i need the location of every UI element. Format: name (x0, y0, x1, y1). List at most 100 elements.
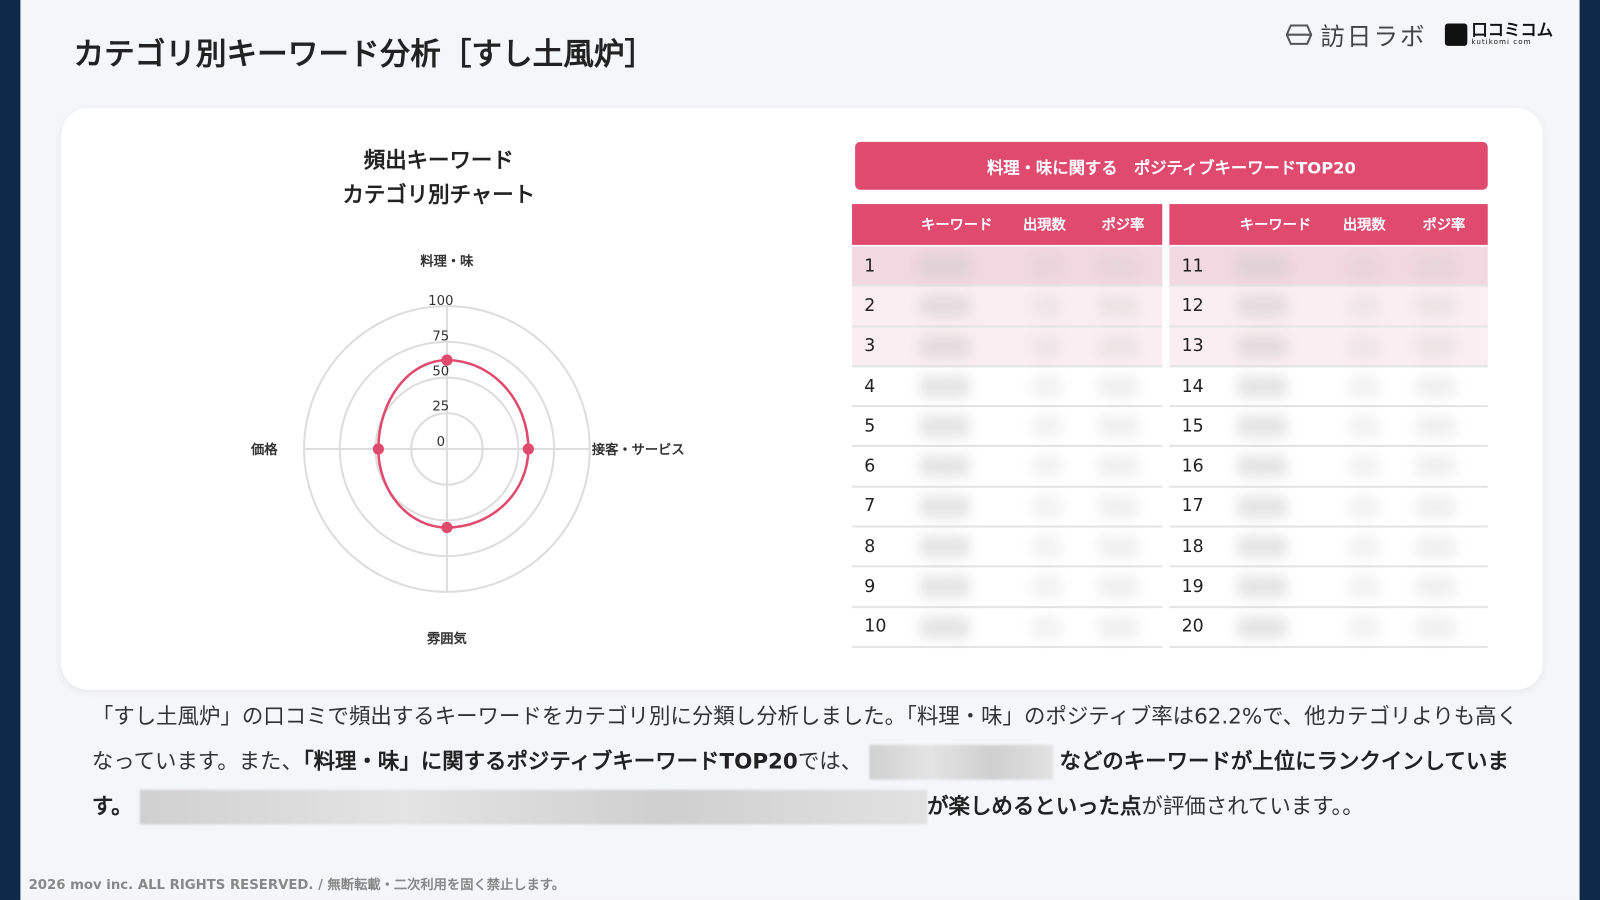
houni-lab-logo: 訪日ラボ (1285, 16, 1427, 52)
rank: 13 (1181, 335, 1204, 357)
table-row: 3 (852, 327, 1163, 368)
rank: 11 (1181, 255, 1204, 277)
axis-label: 雰囲気 (427, 630, 467, 647)
rank: 6 (864, 456, 876, 477)
table-row: 1 (852, 246, 1163, 288)
blurred-cells (909, 608, 1162, 646)
column-header: ポジ率 (1101, 217, 1145, 234)
slide: カテゴリ別キーワード分析［すし土風炉］ 訪日ラボ 口コミコム kutikomi c… (20, 0, 1580, 900)
blurred-cells (1227, 488, 1488, 526)
tick-label: 0 (437, 435, 445, 450)
speech-bubble-icon (1444, 22, 1468, 46)
table-row: 17 (1169, 488, 1488, 528)
tick-label: 100 (428, 294, 453, 309)
column-header: 出現数 (1342, 217, 1386, 234)
data-point (441, 521, 453, 534)
blurred-cells (1227, 327, 1488, 365)
tick-label: 25 (432, 400, 449, 415)
rank: 18 (1181, 536, 1204, 557)
blurred-cells (1227, 568, 1488, 606)
redacted-text (139, 789, 928, 825)
table-row: 12 (1169, 287, 1488, 328)
content-card: 頻出キーワード カテゴリ別チャート 0 25 50 75 100 料理・味 接客・サービス雰… (61, 108, 1543, 690)
logo-text: 口コミコム (1471, 20, 1554, 40)
table-row: 6 (852, 447, 1163, 488)
keyword-table-right: キーワード 出現数 ポジ率 11 12 13 14 15 16 17 18 19 20 (1169, 204, 1488, 648)
table-row: 9 (852, 568, 1163, 608)
blurred-cells (909, 447, 1162, 485)
blurred-cells (1227, 528, 1488, 566)
data-point (522, 443, 534, 455)
axis-label: 接客・サービス (592, 441, 685, 458)
desc-text: 「すし土風炉」の口コミで頻出するキーワードをカテゴリ別に分類し分析しました。「料… (91, 704, 1519, 774)
table-row: 20 (1169, 608, 1488, 648)
table-row: 8 (852, 528, 1163, 568)
rank: 2 (864, 295, 876, 317)
tick-label: 50 (432, 365, 449, 380)
blurred-cells (909, 488, 1162, 526)
blurred-cells (909, 367, 1162, 405)
description: 「すし土風炉」の口コミで頻出するキーワードをカテゴリ別に分類し分析しました。「料… (92, 694, 1521, 829)
redacted-keywords (868, 744, 1053, 780)
table-row: 16 (1169, 447, 1488, 488)
blurred-cells (909, 407, 1162, 445)
data-point (372, 443, 384, 455)
rank: 12 (1181, 295, 1204, 317)
blurred-cells (1227, 367, 1488, 405)
column-header: ポジ率 (1422, 217, 1466, 234)
rank: 15 (1181, 416, 1204, 437)
rank: 16 (1181, 456, 1204, 477)
table-row: 11 (1169, 246, 1488, 288)
copyright: 2026 mov inc. ALL RIGHTS RESERVED. / 無断転… (28, 877, 565, 893)
axis-label: 価格 (250, 441, 278, 458)
table-banner: 料理・味に関する ポジティブキーワードTOP20 (855, 141, 1488, 190)
desc-bold: 「料理・味」に関するポジティブキーワードTOP20 (302, 748, 798, 774)
table-row: 2 (852, 287, 1163, 328)
blurred-cells (1227, 608, 1488, 646)
logos: 訪日ラボ 口コミコム kutikomi com (1285, 16, 1554, 52)
blurred-cells (909, 568, 1162, 606)
lab-logo-icon (1285, 23, 1313, 45)
blurred-cells (1227, 407, 1488, 445)
rank: 3 (864, 335, 876, 357)
table-row: 4 (852, 367, 1163, 408)
table-header: キーワード 出現数 ポジ率 (852, 204, 1163, 247)
table-row: 7 (852, 488, 1163, 528)
logo-subtext: kutikomi com (1471, 37, 1532, 46)
tick-label: 75 (432, 329, 449, 344)
data-point (441, 354, 453, 366)
chart-title: 頻出キーワード カテゴリ別チャート (296, 143, 582, 212)
desc-bold: などのキーワードが上位にランクインしています。 (91, 748, 1509, 819)
table-row: 18 (1169, 528, 1488, 568)
table-row: 19 (1169, 568, 1488, 608)
blurred-cells (909, 247, 1162, 285)
axis-label: 料理・味 (420, 252, 474, 269)
column-header: 出現数 (1022, 217, 1066, 234)
page-title: カテゴリ別キーワード分析［すし土風炉］ (73, 36, 656, 73)
table-row: 13 (1169, 327, 1488, 368)
table-row: 5 (852, 407, 1163, 448)
rank: 19 (1181, 576, 1204, 597)
rank: 14 (1181, 376, 1204, 397)
rank: 9 (864, 576, 876, 597)
table-row: 15 (1169, 407, 1488, 448)
blurred-cells (1227, 447, 1488, 485)
rank: 17 (1181, 496, 1204, 517)
rank: 1 (864, 255, 876, 277)
blurred-cells (1227, 247, 1488, 285)
column-header: キーワード (921, 217, 993, 234)
blurred-cells (909, 327, 1162, 365)
kutikomi-logo: 口コミコム kutikomi com (1444, 20, 1554, 46)
logo-text: 訪日ラボ (1320, 22, 1427, 52)
rank: 5 (864, 416, 876, 437)
desc-text: が評価されています。。 (1141, 793, 1364, 819)
chart-title-line: カテゴリ別チャート (342, 182, 536, 208)
rank: 7 (864, 496, 876, 517)
desc-bold: が楽しめるといった点 (927, 793, 1142, 819)
table-header: キーワード 出現数 ポジ率 (1169, 204, 1488, 247)
table-row: 10 (852, 608, 1163, 648)
column-header: キーワード (1239, 217, 1312, 234)
blurred-cells (1227, 287, 1488, 325)
blurred-cells (909, 528, 1162, 566)
